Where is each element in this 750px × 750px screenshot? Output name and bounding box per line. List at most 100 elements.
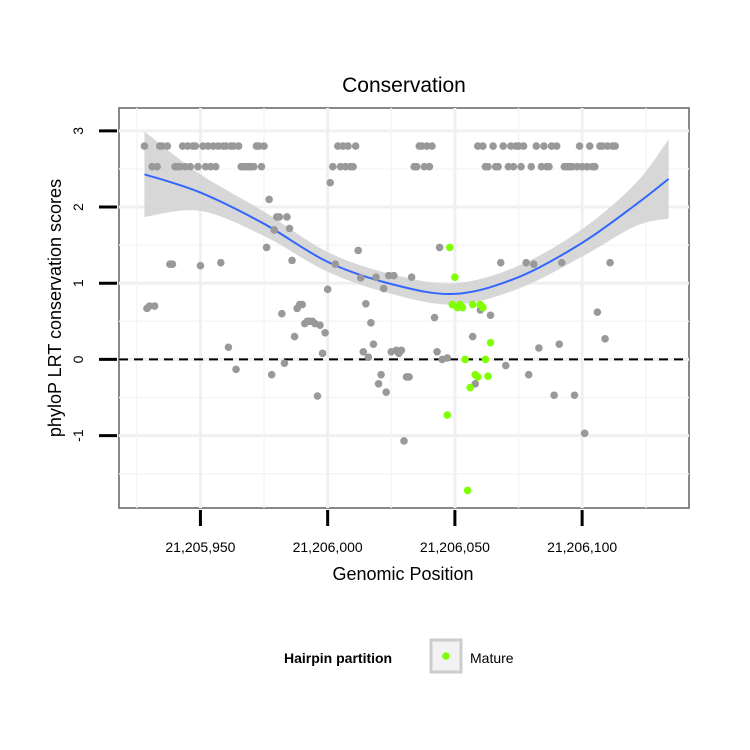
x-tick-label: 21,206,100 — [547, 539, 617, 555]
point-other — [321, 328, 329, 337]
point-other — [262, 243, 271, 252]
y-axis-title: phyloP LRT conservation scores — [45, 179, 65, 437]
y-tick-label: -1 — [70, 429, 86, 442]
point-other — [527, 162, 536, 171]
point-other — [196, 261, 205, 270]
y-axis: -1 0 1 2 3 — [70, 127, 117, 442]
point-other — [397, 346, 406, 355]
point-other — [285, 224, 294, 233]
point-other — [494, 162, 502, 171]
x-axis-title: Genomic Position — [332, 564, 473, 584]
x-tick-label: 21,206,000 — [293, 539, 363, 555]
point-other — [168, 260, 177, 268]
point-mature — [486, 338, 495, 347]
point-mature — [481, 355, 490, 364]
point-other — [517, 162, 525, 171]
point-other — [351, 142, 360, 150]
point-mature — [479, 303, 487, 312]
point-mature — [473, 373, 482, 381]
point-other — [400, 437, 408, 445]
point-other — [280, 359, 289, 368]
point-other — [529, 260, 538, 268]
point-mature — [443, 411, 452, 419]
chart-title: Conservation — [342, 74, 466, 97]
point-other — [331, 260, 340, 268]
point-other — [140, 142, 149, 150]
point-other — [211, 162, 220, 171]
point-other — [611, 142, 620, 150]
point-other — [163, 142, 172, 150]
legend-key-mature — [442, 652, 450, 660]
y-tick-label: 1 — [70, 279, 86, 287]
point-other — [354, 246, 362, 255]
point-other — [433, 348, 441, 356]
point-other — [532, 142, 541, 150]
point-mature — [446, 243, 454, 252]
point-other — [364, 353, 373, 361]
point-other — [232, 365, 240, 374]
point-other — [265, 195, 273, 204]
point-other — [585, 142, 594, 150]
point-other — [318, 349, 327, 358]
point-other — [298, 300, 307, 309]
point-other — [283, 213, 291, 221]
point-other — [379, 284, 388, 293]
point-mature — [451, 273, 459, 281]
point-other — [555, 340, 564, 348]
point-other — [540, 142, 548, 150]
point-other — [270, 226, 279, 234]
point-other — [535, 344, 543, 352]
y-tick-label: 3 — [70, 127, 86, 135]
point-other — [601, 335, 609, 343]
point-other — [405, 373, 413, 381]
point-other — [356, 274, 365, 282]
point-other — [519, 142, 528, 150]
y-tick-label: 2 — [70, 203, 86, 211]
point-other — [501, 361, 510, 370]
point-other — [326, 178, 335, 187]
point-mature — [458, 303, 467, 312]
point-other — [349, 162, 357, 171]
point-other — [489, 142, 497, 150]
point-other — [367, 319, 375, 327]
point-mature — [461, 355, 469, 364]
point-other — [153, 162, 161, 171]
point-mature — [463, 486, 472, 495]
point-other — [509, 162, 518, 171]
point-mature — [468, 300, 477, 309]
point-other — [575, 142, 584, 150]
smooth-line-group — [144, 173, 670, 296]
point-other — [412, 162, 421, 171]
smooth-line — [144, 173, 670, 296]
x-axis: 21,205,950 21,206,000 21,206,050 21,206,100 — [165, 510, 617, 555]
point-other — [593, 308, 602, 316]
point-other — [524, 370, 533, 379]
point-other — [257, 162, 266, 171]
point-other — [313, 392, 322, 400]
point-other — [580, 429, 589, 438]
point-other — [191, 142, 200, 150]
point-other — [194, 162, 202, 171]
point-other — [369, 340, 378, 348]
point-other — [344, 142, 352, 150]
point-other — [486, 311, 495, 320]
point-other — [382, 388, 390, 396]
y-tick-label: 0 — [70, 355, 86, 363]
point-other — [250, 162, 258, 171]
point-other — [290, 332, 299, 341]
point-other — [430, 313, 439, 322]
point-other — [359, 348, 368, 356]
point-other — [522, 258, 530, 267]
point-other — [374, 380, 383, 388]
point-other — [479, 142, 487, 150]
point-other — [267, 370, 276, 379]
confidence-band-area — [144, 131, 669, 305]
point-other — [435, 243, 444, 252]
point-other — [278, 309, 286, 318]
point-other — [275, 213, 284, 221]
point-other — [362, 300, 370, 308]
point-other — [323, 285, 332, 294]
point-other — [288, 256, 296, 265]
point-other — [390, 271, 398, 280]
point-other — [216, 258, 225, 267]
